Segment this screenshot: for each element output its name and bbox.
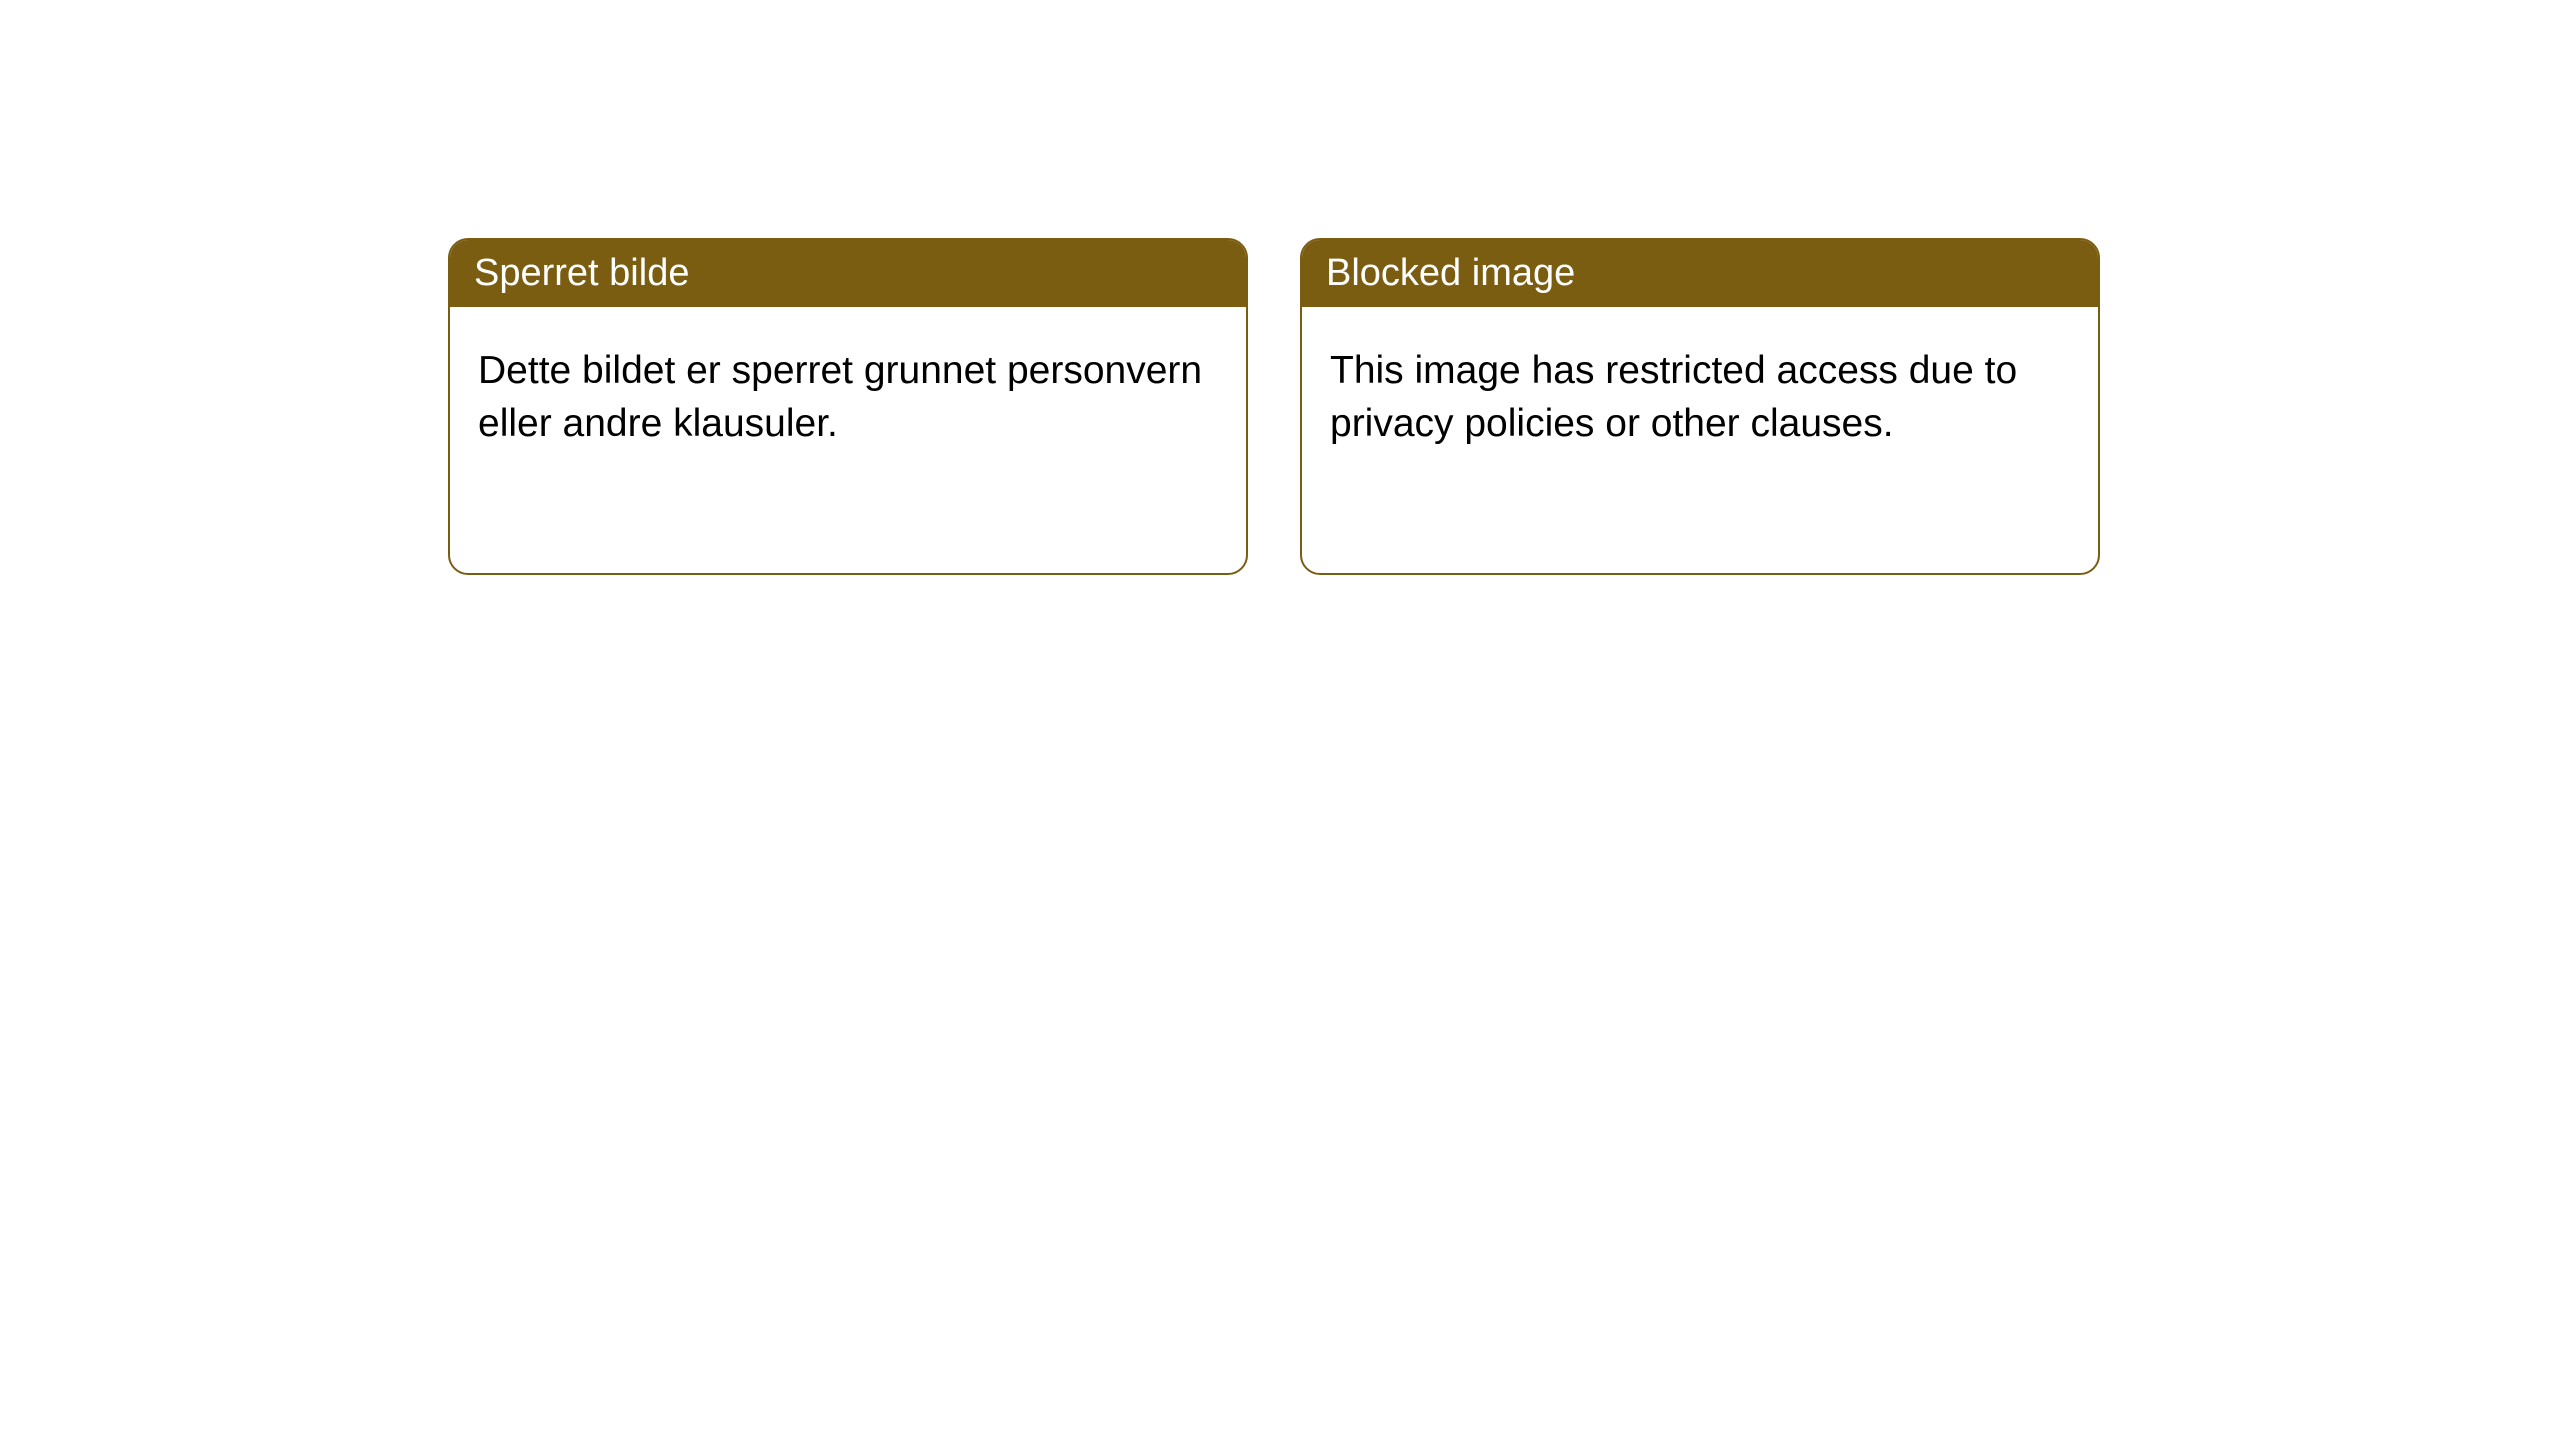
notice-container: Sperret bilde Dette bildet er sperret gr…: [0, 0, 2560, 575]
notice-header: Sperret bilde: [450, 240, 1246, 307]
notice-body: This image has restricted access due to …: [1302, 307, 2098, 488]
notice-header: Blocked image: [1302, 240, 2098, 307]
notice-card-norwegian: Sperret bilde Dette bildet er sperret gr…: [448, 238, 1248, 575]
notice-card-english: Blocked image This image has restricted …: [1300, 238, 2100, 575]
notice-body: Dette bildet er sperret grunnet personve…: [450, 307, 1246, 488]
